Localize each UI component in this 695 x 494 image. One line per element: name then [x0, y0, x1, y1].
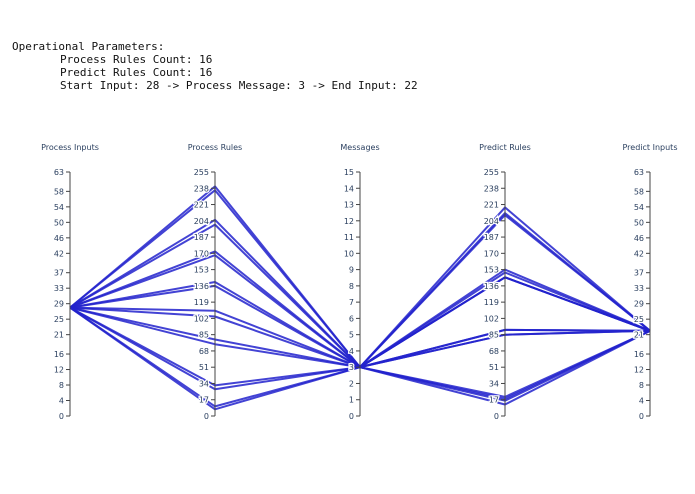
tick-label: 12 — [54, 366, 64, 375]
tick-label: 7 — [349, 298, 354, 307]
tick-label: 50 — [54, 218, 64, 227]
tick-label: 10 — [344, 249, 354, 258]
axis-title-messages: Messages — [340, 143, 379, 152]
tick-label: 50 — [634, 218, 644, 227]
tick-label: 3 — [349, 363, 354, 372]
tick-label: 37 — [54, 269, 64, 278]
tick-label: 204 — [194, 217, 209, 226]
tick-label: 68 — [199, 347, 209, 356]
tick-label: 42 — [634, 249, 644, 258]
tick-label: 2 — [349, 379, 354, 388]
tick-label: 33 — [634, 284, 644, 293]
tick-label: 17 — [489, 396, 499, 405]
tick-label: 153 — [484, 266, 499, 275]
tick-label: 8 — [59, 381, 64, 390]
tick-label: 12 — [634, 366, 644, 375]
axis-title-process-rules: Process Rules — [188, 143, 242, 152]
axis-predict-rules[interactable]: 0 17 34 51 68 85 102 119 136 153 170 187 204 221 238 25… — [479, 143, 531, 422]
axis-predict-inputs[interactable]: 0 4 8 12 16 21 25 29 33 37 42 46 50 54 58 63 Predict Inp… — [623, 143, 678, 422]
tick-label: 1 — [349, 396, 354, 405]
tick-label: 85 — [489, 331, 499, 340]
tick-label: 204 — [484, 217, 499, 226]
tick-label: 187 — [484, 233, 499, 242]
tick-label: 0 — [494, 412, 499, 421]
tick-label: 0 — [59, 412, 64, 421]
tick-label: 238 — [484, 184, 499, 193]
tick-label: 85 — [199, 331, 209, 340]
axis-title-predict-rules: Predict Rules — [479, 143, 531, 152]
tick-label: 6 — [349, 314, 354, 323]
tick-label: 8 — [639, 381, 644, 390]
tick-label: 0 — [349, 412, 354, 421]
tick-label: 221 — [194, 201, 209, 210]
tick-label: 42 — [54, 249, 64, 258]
tick-label: 102 — [484, 314, 499, 323]
tick-label: 25 — [54, 315, 64, 324]
tick-label: 4 — [59, 397, 64, 406]
tick-label: 54 — [634, 203, 644, 212]
axis-process-inputs[interactable]: 0 4 8 12 16 21 25 29 33 37 42 46 50 54 58 63 Process Inp… — [41, 143, 99, 422]
tick-label: 255 — [484, 168, 499, 177]
tick-label: 153 — [194, 266, 209, 275]
tick-label: 51 — [489, 363, 499, 372]
tick-label: 119 — [194, 298, 209, 307]
axis-title-predict-inputs: Predict Inputs — [623, 143, 678, 152]
tick-label: 63 — [634, 168, 644, 177]
tick-label: 170 — [194, 249, 209, 258]
predict-rules-count: Predict Rules Count: 16 — [60, 66, 213, 79]
tick-label: 13 — [344, 201, 354, 210]
tick-label: 15 — [344, 168, 354, 177]
tick-label: 17 — [199, 396, 209, 405]
tick-label: 63 — [54, 168, 64, 177]
tick-label: 136 — [194, 282, 209, 291]
params-title: Operational Parameters: — [12, 40, 165, 53]
tick-label: 14 — [344, 184, 354, 193]
tick-label: 170 — [484, 249, 499, 258]
tick-label: 5 — [349, 331, 354, 340]
tick-label: 37 — [634, 269, 644, 278]
tick-label: 119 — [484, 298, 499, 307]
tick-label: 0 — [639, 412, 644, 421]
tick-label: 46 — [634, 234, 644, 243]
tick-label: 46 — [54, 234, 64, 243]
tick-label: 0 — [204, 412, 209, 421]
tick-label: 54 — [54, 203, 64, 212]
tick-label: 33 — [54, 284, 64, 293]
tick-label: 21 — [54, 331, 64, 340]
tick-label: 58 — [634, 187, 644, 196]
tick-label: 51 — [199, 363, 209, 372]
tick-label: 16 — [54, 350, 64, 359]
tick-label: 68 — [489, 347, 499, 356]
tick-label: 34 — [489, 379, 499, 388]
flow-summary: Start Input: 28 -> Process Message: 3 ->… — [60, 79, 418, 92]
tick-label: 12 — [344, 217, 354, 226]
tick-label: 34 — [199, 379, 209, 388]
axis-process-rules[interactable]: 0 17 34 51 68 85 102 119 136 153 170 187 204 221 238 25… — [188, 143, 242, 422]
tick-label: 4 — [349, 347, 354, 356]
tick-label: 187 — [194, 233, 209, 242]
tick-label: 58 — [54, 187, 64, 196]
tick-label: 29 — [54, 300, 64, 309]
tick-label: 11 — [344, 233, 354, 242]
tick-label: 29 — [634, 300, 644, 309]
tick-label: 21 — [634, 331, 644, 340]
process-rules-count: Process Rules Count: 16 — [60, 53, 213, 66]
tick-label: 8 — [349, 282, 354, 291]
tick-label: 25 — [634, 315, 644, 324]
tick-label: 4 — [639, 397, 644, 406]
tick-label: 9 — [349, 266, 354, 275]
tick-label: 255 — [194, 168, 209, 177]
axis-title-process-inputs: Process Inputs — [41, 143, 99, 152]
tick-label: 221 — [484, 201, 499, 210]
tick-label: 136 — [484, 282, 499, 291]
operational-parameters: Operational Parameters: Process Rules Co… — [12, 40, 418, 92]
tick-label: 102 — [194, 314, 209, 323]
tick-label: 16 — [634, 350, 644, 359]
tick-label: 238 — [194, 184, 209, 193]
